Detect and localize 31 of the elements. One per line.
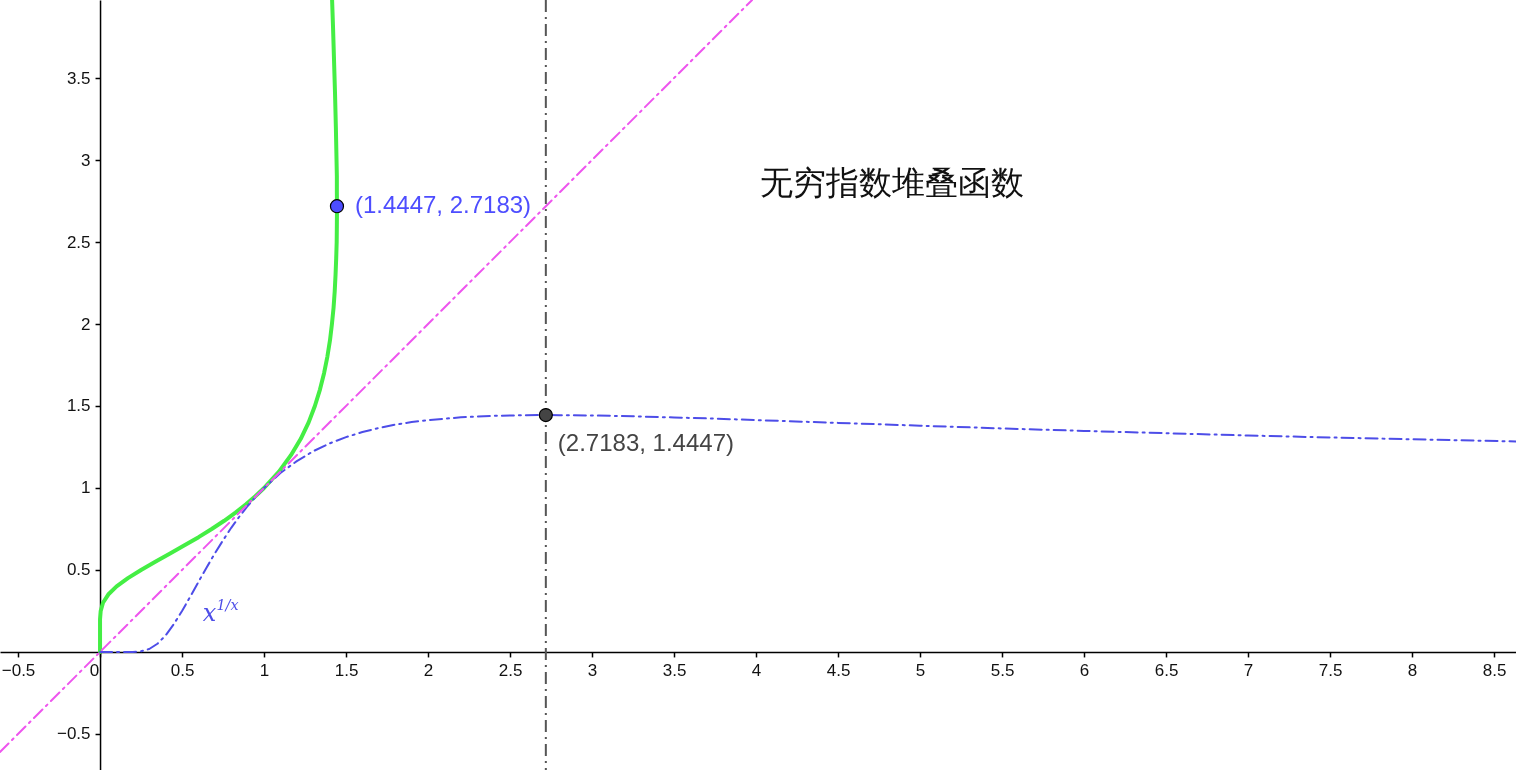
- x-tick-label: 5.5: [990, 661, 1015, 681]
- y-tick-label: 0.5: [66, 560, 91, 580]
- series-label: x$^{1/x}$: [202, 597, 239, 628]
- x-tick-label: 4: [751, 661, 762, 681]
- x-tick-label: 6.5: [1154, 661, 1179, 681]
- y-tick-label: 1.5: [66, 396, 91, 416]
- y-tick-label: −0.5: [56, 724, 91, 744]
- data-label: (2.7183, 1.4447): [557, 429, 734, 457]
- text: 无穷指数堆叠函数: [760, 163, 1024, 202]
- x-tick-label: 0: [89, 661, 100, 681]
- x-tick-label: 1: [259, 661, 270, 681]
- x-tick-label: 3: [587, 661, 598, 681]
- x-tick-label: 3.5: [662, 661, 687, 681]
- x-tick-label: 4.5: [826, 661, 851, 681]
- data-label: (1.4447, 2.7183): [354, 191, 532, 219]
- x-tick-label: 2: [423, 661, 434, 681]
- x-tick-label: 1.5: [334, 661, 359, 681]
- y-tick-label: 2.5: [66, 232, 91, 252]
- y-tick-label: 1: [81, 478, 91, 498]
- x-tick-label: 7: [1243, 661, 1254, 681]
- y-tick-label: 2: [81, 314, 91, 334]
- x-tick-label: 8: [1407, 661, 1418, 681]
- x-tick-label: 6: [1079, 661, 1090, 681]
- x-tick-label: 8.5: [1482, 661, 1507, 681]
- x-tick-label: 5: [915, 661, 926, 681]
- y-tick-label: 3: [81, 150, 91, 170]
- x-tick-label: 0.5: [170, 661, 195, 681]
- x-tick-label: −0.5: [1, 661, 36, 681]
- x-tick-label: 7.5: [1318, 661, 1343, 681]
- x-tick-label: 2.5: [498, 661, 523, 681]
- y-tick-label: 3.5: [66, 68, 91, 88]
